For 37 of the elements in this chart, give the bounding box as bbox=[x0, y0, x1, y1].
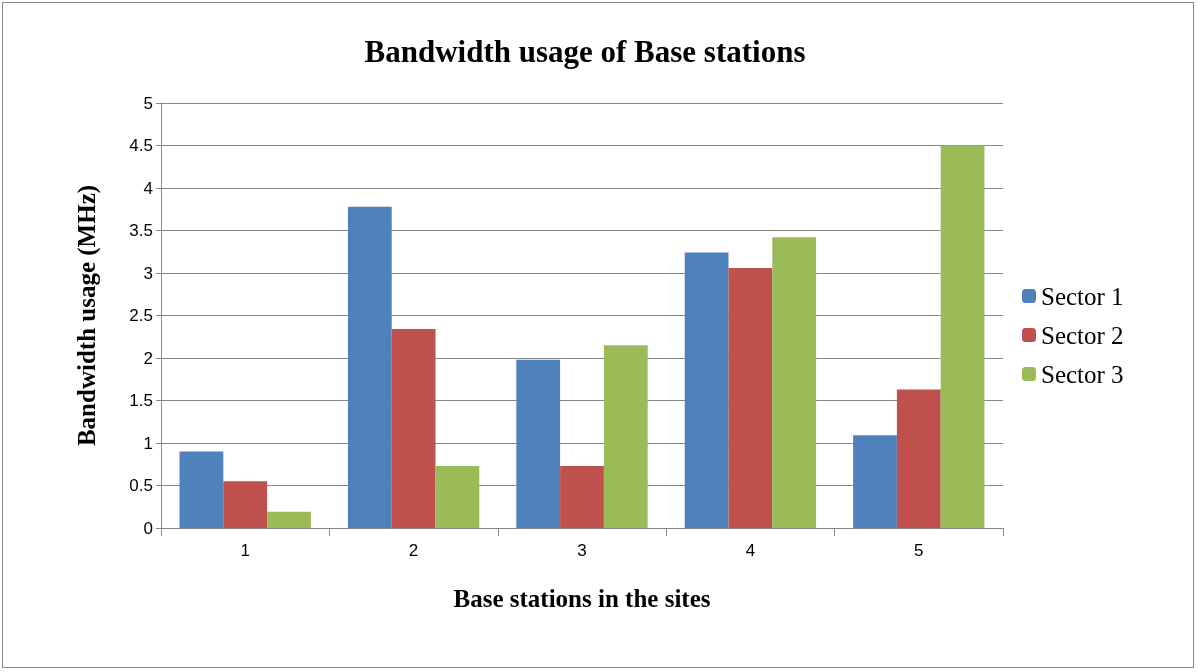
bar bbox=[853, 435, 897, 528]
y-tick-label: 0 bbox=[143, 518, 153, 538]
legend-label: Sector 2 bbox=[1041, 321, 1124, 349]
bar bbox=[347, 206, 392, 528]
y-tick-label: 4 bbox=[143, 178, 153, 198]
y-tick-label: 3 bbox=[143, 263, 153, 283]
bar bbox=[391, 329, 436, 528]
y-tick-label: 2 bbox=[143, 348, 153, 368]
x-tick-label: 3 bbox=[577, 541, 587, 560]
bar bbox=[435, 465, 480, 528]
y-tick-label: 1 bbox=[143, 433, 153, 453]
legend-label: Sector 1 bbox=[1041, 282, 1124, 310]
bar bbox=[772, 237, 817, 528]
y-axis-title: Bandwidth usage (MHz) bbox=[73, 184, 101, 447]
y-tick-label: 3.5 bbox=[129, 221, 153, 240]
bar bbox=[603, 345, 648, 528]
chart-title: Bandwidth usage of Base stations bbox=[364, 34, 806, 69]
y-tick-label: 1.5 bbox=[129, 391, 153, 410]
x-tick-label: 5 bbox=[914, 541, 924, 560]
y-tick-label: 0.5 bbox=[129, 476, 153, 495]
x-tick-label: 2 bbox=[408, 541, 419, 560]
bar bbox=[179, 451, 224, 528]
x-axis-title: Base stations in the sites bbox=[453, 585, 711, 612]
bar bbox=[223, 481, 268, 528]
bar bbox=[684, 252, 729, 528]
bar bbox=[940, 145, 985, 528]
bar bbox=[516, 359, 561, 528]
bar bbox=[267, 511, 311, 528]
x-tick-label: 1 bbox=[240, 541, 250, 560]
x-tick-label: 4 bbox=[745, 541, 756, 560]
y-tick-label: 2.5 bbox=[129, 306, 153, 325]
bar bbox=[560, 465, 604, 528]
bar bbox=[896, 389, 941, 528]
legend-label: Sector 3 bbox=[1041, 360, 1124, 388]
y-tick-label: 5 bbox=[143, 93, 153, 113]
y-tick-label: 4.5 bbox=[129, 136, 153, 155]
bar bbox=[728, 267, 773, 528]
